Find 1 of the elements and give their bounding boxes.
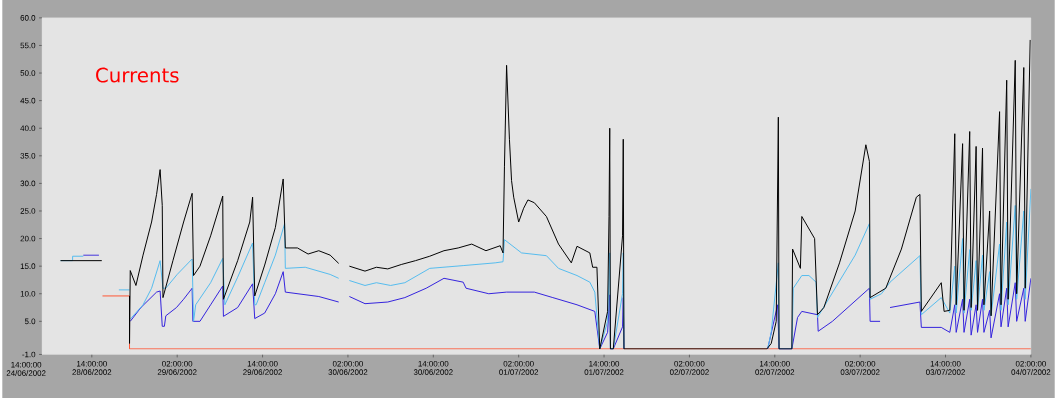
text: Currents: [96, 67, 179, 83]
